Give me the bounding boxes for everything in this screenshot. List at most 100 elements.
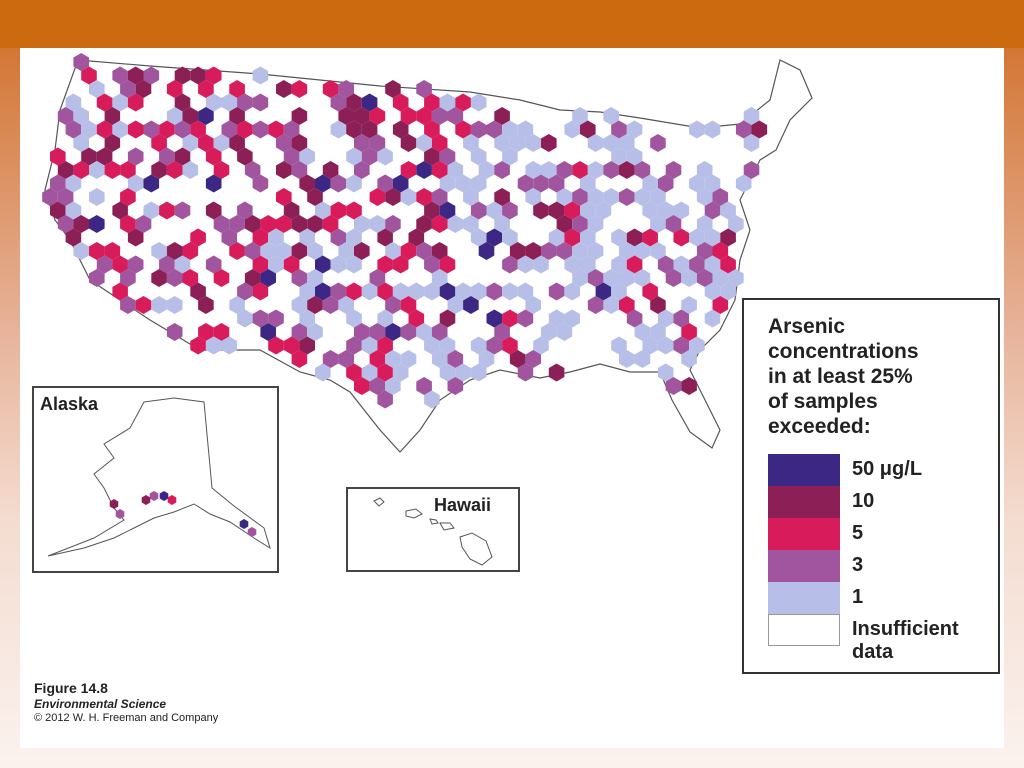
hex-cell xyxy=(135,215,152,233)
hex-cell xyxy=(439,309,456,328)
hex-cell xyxy=(244,215,261,233)
hex-cell xyxy=(619,188,635,206)
hex-cell xyxy=(127,255,144,274)
hex-cell xyxy=(73,134,89,152)
hex-cell xyxy=(260,323,276,341)
hex-cell xyxy=(424,390,440,409)
hex-cell xyxy=(89,269,105,287)
hex-cell xyxy=(424,255,440,274)
hex-cell xyxy=(572,242,588,260)
legend-swatch xyxy=(768,614,840,646)
hex-cell xyxy=(439,282,456,301)
hex-cell xyxy=(57,188,74,206)
hex-cell xyxy=(104,107,121,125)
hex-cell xyxy=(424,282,440,301)
hex-cell xyxy=(361,282,378,301)
legend-item-10: 10 xyxy=(768,486,988,520)
hex-cell xyxy=(424,336,440,355)
hex-cell xyxy=(182,134,199,152)
hex-cell xyxy=(735,120,752,139)
legend-item-50: 50 μg/L xyxy=(768,454,988,488)
hex-cell xyxy=(494,107,510,125)
hex-cell xyxy=(486,228,503,247)
legend-label: 5 xyxy=(852,522,864,544)
hex-cell xyxy=(556,323,573,341)
hex-cell xyxy=(541,323,557,341)
hex-cell xyxy=(182,161,199,179)
hex-cell xyxy=(689,336,705,355)
hex-cell xyxy=(315,282,331,301)
hex-cell xyxy=(96,93,113,112)
hex-cell xyxy=(548,309,565,328)
hex-cell xyxy=(447,161,464,179)
hex-cell xyxy=(252,66,269,85)
hex-cell xyxy=(541,134,557,152)
hex-cell xyxy=(283,201,300,220)
hex-cell xyxy=(650,134,666,152)
hex-cell xyxy=(455,93,471,112)
hex-cell xyxy=(626,309,643,328)
hex-cell xyxy=(291,107,308,125)
hex-cell xyxy=(431,161,448,179)
hex-cell xyxy=(603,296,619,314)
hex-cell xyxy=(689,255,705,274)
alaska-map xyxy=(47,397,271,557)
hex-cell xyxy=(127,228,144,247)
hex-cell xyxy=(681,323,697,341)
hex-cell xyxy=(400,242,417,260)
hex-cell xyxy=(322,350,339,368)
hex-cell xyxy=(634,350,651,368)
hex-cell xyxy=(143,201,160,220)
hex-cell xyxy=(416,188,432,206)
caption-figure: Figure 14.8 xyxy=(34,680,108,696)
hex-cell xyxy=(322,80,339,98)
hex-cell xyxy=(182,107,199,125)
hex-cell xyxy=(439,201,456,220)
hex-cell xyxy=(517,363,534,382)
hex-cell xyxy=(486,201,503,220)
hex-cell xyxy=(735,174,752,193)
hex-cell xyxy=(338,107,354,125)
hex-cell xyxy=(517,255,534,274)
hex-cell xyxy=(400,134,417,152)
hex-cell xyxy=(159,491,169,501)
hex-cell xyxy=(564,282,580,301)
hex-cell xyxy=(657,201,674,220)
hex-cell xyxy=(392,282,409,301)
hex-cell xyxy=(385,377,401,395)
hex-cell xyxy=(330,174,347,193)
hex-cell xyxy=(673,309,690,328)
hex-cell xyxy=(159,255,175,274)
hex-cell xyxy=(354,377,370,395)
hex-cell xyxy=(127,174,144,193)
hex-cell xyxy=(463,215,479,233)
legend-title-line: of samples xyxy=(768,390,878,413)
hex-cell xyxy=(190,336,206,355)
hex-cell xyxy=(221,336,238,355)
hex-cell xyxy=(205,174,222,193)
hex-cell xyxy=(174,147,191,166)
hex-cell xyxy=(377,282,393,301)
hex-cell xyxy=(338,242,354,260)
hex-cell xyxy=(244,269,261,287)
hex-cell xyxy=(502,282,518,301)
hex-cell xyxy=(182,269,199,287)
hex-cell xyxy=(330,282,347,301)
hex-cell xyxy=(276,188,292,206)
hex-cell xyxy=(205,147,222,166)
hex-cell xyxy=(408,228,425,247)
hex-cell xyxy=(346,147,362,166)
hex-cell xyxy=(431,323,448,341)
hex-cell xyxy=(283,147,300,166)
hex-cell xyxy=(346,120,362,139)
legend-swatch xyxy=(768,486,840,518)
hex-cell xyxy=(65,228,82,247)
hex-cell xyxy=(642,201,658,220)
hex-cell xyxy=(704,309,721,328)
hex-cell xyxy=(509,242,526,260)
hex-cell xyxy=(143,120,160,139)
hex-cell xyxy=(127,147,144,166)
hex-cell xyxy=(556,215,573,233)
hex-cell xyxy=(268,255,284,274)
hex-cell xyxy=(657,363,674,382)
